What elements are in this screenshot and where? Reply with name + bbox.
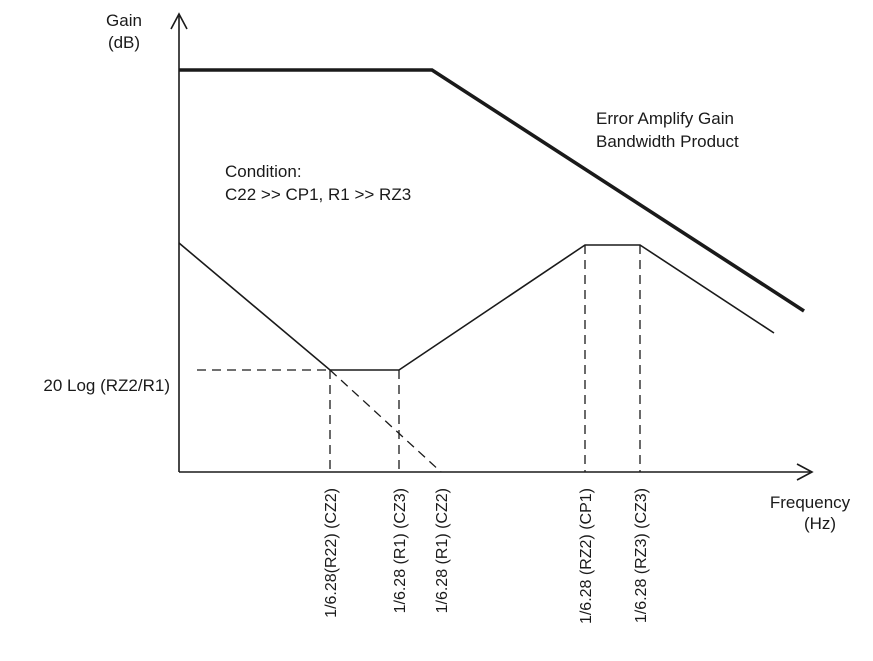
x-tick-label-rz3-cz3: 1/6.28 (RZ3) (CZ3) — [633, 488, 650, 623]
x-axis-label-line1: Frequency — [770, 493, 851, 512]
dashed-guides — [197, 245, 641, 473]
y-axis-label-line2: (dB) — [108, 33, 140, 52]
x-tick-labels: 1/6.28(R22) (CZ2) 1/6.28 (R1) (CZ3) 1/6.… — [323, 488, 650, 624]
x-axis-label-line2: (Hz) — [804, 514, 836, 533]
axes — [170, 12, 814, 481]
x-tick-label-r1-cz2: 1/6.28 (R1) (CZ2) — [434, 488, 451, 613]
y-axis-arrowhead — [170, 12, 188, 30]
compensator-response-curve — [178, 242, 775, 371]
gain-bandwidth-curve — [179, 68, 805, 313]
level-label: 20 Log (RZ2/R1) — [43, 376, 170, 395]
gbp-label-line2: Bandwidth Product — [596, 132, 739, 151]
x-tick-label-rz2-cp1: 1/6.28 (RZ2) (CP1) — [578, 488, 595, 624]
extension-slope-guide — [329, 369, 442, 473]
x-tick-label-r1-cz3: 1/6.28 (R1) (CZ3) — [392, 488, 409, 613]
x-axis-arrowhead — [796, 463, 814, 481]
x-tick-label-cz2: 1/6.28(R22) (CZ2) — [323, 488, 340, 618]
y-axis-label-line1: Gain — [106, 11, 142, 30]
condition-label-line2: C22 >> CP1, R1 >> RZ3 — [225, 185, 411, 204]
condition-label-line1: Condition: — [225, 162, 302, 181]
gbp-label-line1: Error Amplify Gain — [596, 109, 734, 128]
